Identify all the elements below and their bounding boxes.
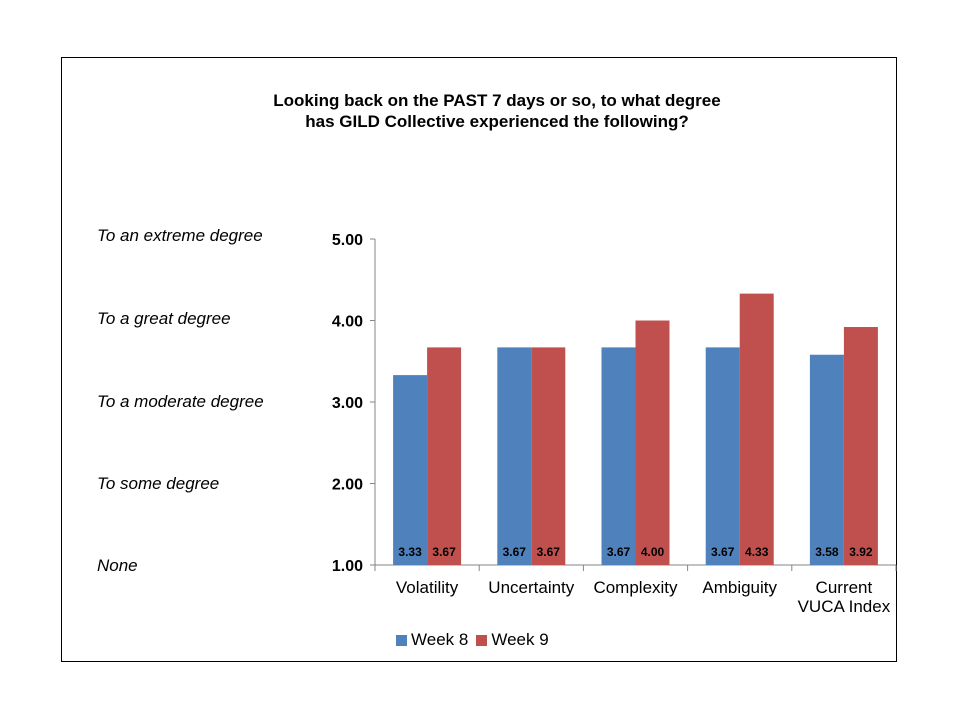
category-label: VUCA Index	[798, 597, 891, 616]
bar-week-9	[427, 347, 462, 565]
y-tick-label: 3.00	[332, 395, 363, 412]
data-label: 4.00	[641, 545, 665, 559]
data-label: 3.67	[711, 545, 735, 559]
scale-label-moderate: To a moderate degree	[97, 392, 264, 411]
legend-label-week-8: Week 8	[411, 630, 469, 649]
legend-swatch-week-8	[396, 634, 407, 646]
scale-label-some: To some degree	[97, 474, 220, 493]
bar-week-8	[705, 347, 740, 565]
bar-week-9	[531, 347, 566, 565]
data-label: 4.33	[745, 545, 769, 559]
category-label: Complexity	[593, 578, 678, 597]
data-label: 3.67	[607, 545, 631, 559]
bar-week-8	[497, 347, 532, 565]
y-tick-label: 4.00	[332, 314, 363, 331]
bar-week-9	[635, 320, 670, 565]
data-label: 3.33	[398, 545, 422, 559]
chart-title: Looking back on the PAST 7 days or so, t…	[273, 91, 721, 131]
category-label: Ambiguity	[702, 578, 777, 597]
legend-item-week-8: Week 8	[396, 630, 468, 650]
scale-label-great: To a great degree	[97, 309, 231, 328]
bar-week-8	[601, 347, 636, 565]
category-label: Volatility	[396, 578, 459, 597]
scale-label-none: None	[97, 556, 138, 575]
bar-week-9	[843, 327, 878, 565]
y-tick-label: 5.00	[332, 232, 363, 249]
bar-week-8	[393, 375, 428, 565]
category-label: Uncertainty	[488, 578, 574, 597]
data-label: 3.58	[815, 545, 839, 559]
bar-week-8	[809, 354, 844, 565]
category-label: Current	[816, 578, 873, 597]
legend-item-week-9: Week 9	[476, 630, 549, 650]
bar-week-9	[739, 293, 774, 565]
y-tick-label: 1.00	[332, 558, 363, 575]
legend: Week 8 Week 9	[396, 630, 557, 650]
legend-swatch-week-9	[476, 634, 488, 646]
legend-label-week-9: Week 9	[491, 630, 549, 649]
chart-frame	[61, 57, 897, 662]
data-label: 3.92	[849, 545, 873, 559]
y-tick-label: 2.00	[332, 477, 363, 494]
data-label: 3.67	[537, 545, 561, 559]
data-label: 3.67	[432, 545, 456, 559]
scale-label-extreme: To an extreme degree	[97, 226, 263, 245]
data-label: 3.67	[503, 545, 527, 559]
